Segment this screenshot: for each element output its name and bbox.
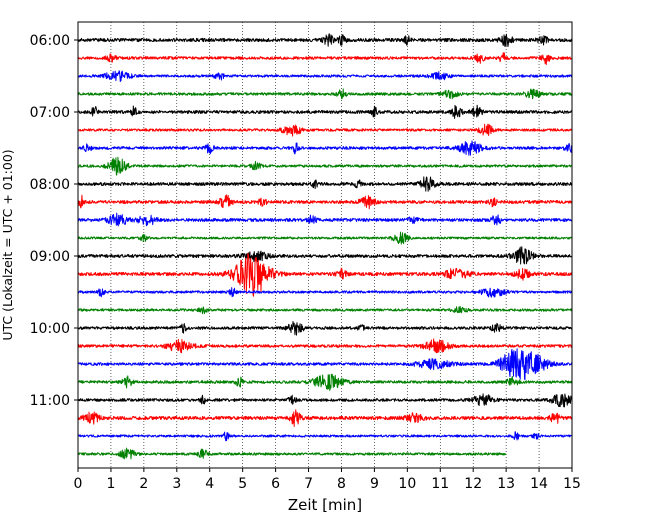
trace-line-row-16 [77, 321, 573, 336]
trace-line-row-21 [77, 409, 573, 427]
trace-line-row-7 [77, 156, 573, 176]
trace-line-row-2 [77, 70, 573, 83]
trace-line-row-23 [77, 447, 507, 460]
trace-line-row-6 [77, 140, 573, 156]
trace-line-row-14 [77, 287, 573, 298]
x-tick-label: 15 [563, 476, 581, 492]
x-tick-label: 3 [172, 476, 181, 492]
trace-line-row-13 [77, 252, 573, 297]
y-tick-label: 09:00 [30, 249, 70, 265]
trace-line-row-0 [77, 33, 573, 48]
y-tick-label: 10:00 [30, 321, 70, 337]
x-tick-label: 12 [464, 476, 482, 492]
x-tick-label: 4 [205, 476, 214, 492]
x-tick-label: 11 [431, 476, 449, 492]
x-axis: 0 1 2 3 4 5 6 7 8 9 10 11 12 13 14 15 [74, 468, 581, 492]
trace-line-row-18 [77, 348, 573, 381]
x-tick-label: 1 [106, 476, 115, 492]
x-tick-label: 14 [530, 476, 548, 492]
trace-line-row-20 [77, 393, 573, 408]
x-tick-label: 7 [304, 476, 313, 492]
y-axis-label: UTC (Lokalzeit = UTC + 01:00) [0, 149, 15, 340]
trace-layer [77, 33, 573, 460]
trace-line-row-9 [77, 194, 573, 210]
x-tick-label: 13 [497, 476, 515, 492]
y-tick-label: 08:00 [30, 177, 70, 193]
trace-line-row-22 [77, 431, 573, 442]
x-grid [110, 22, 540, 468]
x-tick-label: 8 [337, 476, 346, 492]
trace-line-row-4 [77, 104, 573, 119]
trace-line-row-17 [77, 338, 573, 354]
trace-line-row-8 [77, 176, 573, 192]
trace-line-row-12 [77, 246, 573, 265]
plot-frame [77, 21, 573, 469]
trace-line-row-1 [77, 52, 573, 66]
x-axis-label: Zeit [min] [288, 496, 362, 514]
trace-line-row-19 [77, 373, 573, 391]
trace-line-row-5 [77, 123, 573, 137]
y-tick-label: 07:00 [30, 105, 70, 121]
y-tick-label: 11:00 [30, 393, 70, 409]
trace-line-row-3 [77, 88, 573, 100]
trace-line-row-11 [77, 231, 573, 245]
trace-line-row-15 [77, 306, 573, 315]
x-tick-label: 10 [398, 476, 416, 492]
x-tick-label: 6 [271, 476, 280, 492]
x-tick-label: 5 [238, 476, 247, 492]
y-tick-label: 06:00 [30, 33, 70, 49]
trace-line-row-10 [77, 212, 573, 227]
x-tick-label: 2 [139, 476, 148, 492]
y-axis: 06:00 07:00 08:00 09:00 10:00 11:00 [30, 33, 78, 409]
x-tick-label: 9 [370, 476, 379, 492]
x-tick-label: 0 [74, 476, 83, 492]
